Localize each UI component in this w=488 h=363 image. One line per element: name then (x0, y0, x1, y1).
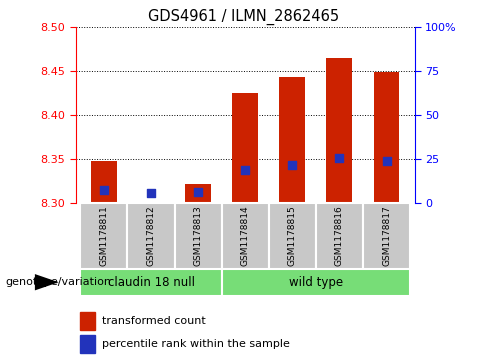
Bar (138, 201, 164, 203)
Bar (363, 203, 410, 269)
Text: wild type: wild type (289, 276, 343, 289)
Polygon shape (35, 274, 59, 290)
Bar (222, 269, 410, 296)
Bar (222, 203, 269, 269)
Bar (81, 269, 222, 296)
Text: GSM1178817: GSM1178817 (382, 205, 391, 266)
Text: percentile rank within the sample: percentile rank within the sample (102, 339, 290, 350)
Text: GSM1178813: GSM1178813 (194, 205, 203, 266)
Text: GSM1178812: GSM1178812 (146, 205, 156, 266)
Bar (374, 72, 400, 203)
Bar (279, 77, 305, 203)
Text: GSM1178816: GSM1178816 (335, 205, 344, 266)
Bar (81, 312, 95, 330)
Point (100, 187, 108, 193)
Point (336, 155, 344, 160)
Bar (316, 203, 363, 269)
Bar (175, 203, 222, 269)
Text: GDS4961 / ILMN_2862465: GDS4961 / ILMN_2862465 (148, 9, 340, 25)
Point (383, 158, 390, 164)
Point (242, 167, 249, 173)
Bar (91, 161, 117, 203)
Bar (81, 203, 127, 269)
Bar (127, 203, 175, 269)
Bar (232, 93, 258, 203)
Point (194, 189, 202, 195)
Point (147, 190, 155, 196)
Bar (185, 184, 211, 203)
Point (288, 162, 296, 167)
Text: claudin 18 null: claudin 18 null (107, 276, 195, 289)
Bar (269, 203, 316, 269)
Text: GSM1178815: GSM1178815 (288, 205, 297, 266)
Bar (326, 58, 352, 203)
Text: genotype/variation: genotype/variation (5, 277, 111, 287)
Text: GSM1178814: GSM1178814 (241, 205, 250, 266)
Text: transformed count: transformed count (102, 316, 205, 326)
Text: GSM1178811: GSM1178811 (100, 205, 108, 266)
Bar (81, 335, 95, 354)
